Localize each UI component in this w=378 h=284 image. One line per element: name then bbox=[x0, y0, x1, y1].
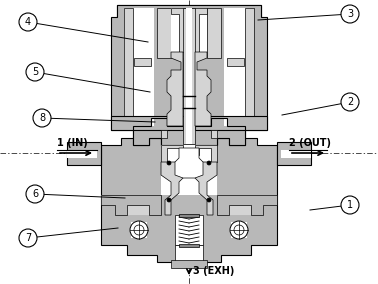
Polygon shape bbox=[133, 130, 245, 145]
Bar bbox=[175, 215, 203, 245]
Text: 5: 5 bbox=[32, 67, 38, 77]
Polygon shape bbox=[195, 52, 211, 126]
Polygon shape bbox=[67, 142, 101, 165]
Circle shape bbox=[26, 185, 44, 203]
Polygon shape bbox=[277, 142, 311, 165]
Bar bbox=[67, 150, 97, 158]
Circle shape bbox=[167, 198, 171, 202]
Text: 8: 8 bbox=[39, 113, 45, 123]
Polygon shape bbox=[217, 195, 277, 215]
Text: 4: 4 bbox=[25, 17, 31, 27]
Bar bbox=[231, 222, 247, 238]
Bar bbox=[175, 245, 203, 263]
Bar bbox=[281, 150, 311, 158]
Polygon shape bbox=[161, 145, 183, 162]
Polygon shape bbox=[111, 5, 267, 145]
Bar bbox=[124, 8, 154, 126]
Polygon shape bbox=[207, 8, 221, 58]
Bar bbox=[161, 145, 217, 195]
Text: 6: 6 bbox=[32, 189, 38, 199]
Text: 1: 1 bbox=[347, 200, 353, 210]
Bar bbox=[117, 5, 261, 17]
Polygon shape bbox=[195, 145, 217, 162]
Polygon shape bbox=[227, 58, 244, 66]
Polygon shape bbox=[134, 58, 151, 66]
Text: 3: 3 bbox=[347, 9, 353, 19]
Polygon shape bbox=[101, 138, 277, 262]
Bar bbox=[171, 260, 207, 268]
Polygon shape bbox=[175, 148, 203, 178]
Polygon shape bbox=[101, 195, 161, 215]
Circle shape bbox=[230, 221, 248, 239]
Polygon shape bbox=[101, 195, 161, 215]
Circle shape bbox=[207, 198, 211, 202]
Circle shape bbox=[167, 161, 171, 165]
Text: 1 (IN): 1 (IN) bbox=[57, 138, 88, 148]
Polygon shape bbox=[211, 130, 217, 138]
Text: 3 (EXH): 3 (EXH) bbox=[193, 266, 234, 276]
Bar bbox=[183, 8, 195, 144]
Polygon shape bbox=[157, 8, 171, 58]
Polygon shape bbox=[161, 130, 167, 138]
Polygon shape bbox=[161, 162, 183, 215]
Text: 2: 2 bbox=[347, 97, 353, 107]
Bar bbox=[224, 8, 254, 126]
Polygon shape bbox=[111, 116, 267, 144]
Circle shape bbox=[19, 229, 37, 247]
Bar bbox=[186, 8, 192, 144]
Circle shape bbox=[130, 221, 148, 239]
Polygon shape bbox=[124, 8, 133, 126]
Polygon shape bbox=[171, 8, 207, 52]
Bar bbox=[179, 214, 199, 217]
Bar bbox=[171, 8, 207, 58]
Polygon shape bbox=[245, 8, 254, 126]
Polygon shape bbox=[167, 52, 183, 126]
Text: 2 (OUT): 2 (OUT) bbox=[289, 138, 331, 148]
Bar bbox=[131, 222, 147, 238]
Circle shape bbox=[26, 63, 44, 81]
Circle shape bbox=[33, 109, 51, 127]
Circle shape bbox=[341, 196, 359, 214]
Polygon shape bbox=[195, 162, 217, 215]
Polygon shape bbox=[217, 195, 277, 215]
Circle shape bbox=[341, 93, 359, 111]
Circle shape bbox=[341, 5, 359, 23]
Circle shape bbox=[207, 161, 211, 165]
Bar bbox=[179, 244, 199, 247]
Circle shape bbox=[19, 13, 37, 31]
Text: 7: 7 bbox=[25, 233, 31, 243]
